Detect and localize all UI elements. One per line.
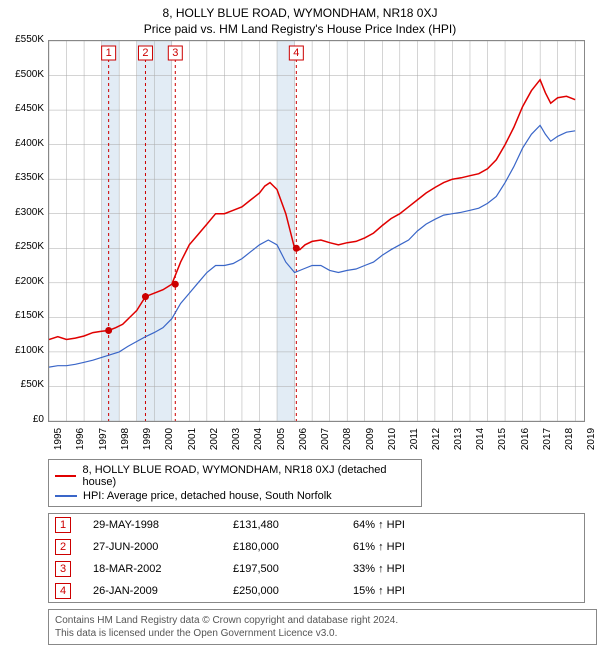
legend-label: HPI: Average price, detached house, Sout… bbox=[83, 490, 332, 502]
svg-text:3: 3 bbox=[172, 47, 178, 59]
legend-swatch-red bbox=[55, 475, 76, 477]
event-marker: 1 bbox=[55, 517, 71, 533]
event-marker: 4 bbox=[55, 583, 71, 599]
legend-item: HPI: Average price, detached house, Sout… bbox=[55, 489, 415, 503]
x-axis: 1995199619971998199920002001200220032004… bbox=[48, 422, 583, 453]
plot-svg: 1 2 3 4 bbox=[49, 41, 584, 421]
event-date: 18-MAR-2002 bbox=[93, 563, 233, 575]
chart: £550K£500K£450K£400K£350K£300K£250K£200K… bbox=[6, 40, 594, 422]
event-date: 27-JUN-2000 bbox=[93, 541, 233, 553]
event-row: 2 27-JUN-2000£180,00061% ↑ HPI bbox=[49, 536, 584, 558]
event-price: £197,500 bbox=[233, 563, 353, 575]
event-row: 3 18-MAR-2002£197,50033% ↑ HPI bbox=[49, 558, 584, 580]
event-price: £131,480 bbox=[233, 519, 353, 531]
footnote-line: Contains HM Land Registry data © Crown c… bbox=[55, 614, 590, 627]
legend-label: 8, HOLLY BLUE ROAD, WYMONDHAM, NR18 0XJ … bbox=[82, 464, 415, 488]
event-row: 4 26-JAN-2009£250,00015% ↑ HPI bbox=[49, 580, 584, 602]
event-price: £250,000 bbox=[233, 585, 353, 597]
footnote: Contains HM Land Registry data © Crown c… bbox=[48, 609, 597, 645]
events-table: 1 29-MAY-1998£131,48064% ↑ HPI 2 27-JUN-200… bbox=[48, 513, 585, 603]
y-axis: £550K£500K£450K£400K£350K£300K£250K£200K… bbox=[6, 40, 48, 420]
event-pct: 64% ↑ HPI bbox=[353, 519, 405, 531]
subtitle: Price paid vs. HM Land Registry's House … bbox=[6, 22, 594, 36]
svg-text:1: 1 bbox=[106, 47, 112, 59]
legend-item: 8, HOLLY BLUE ROAD, WYMONDHAM, NR18 0XJ … bbox=[55, 463, 415, 489]
title: 8, HOLLY BLUE ROAD, WYMONDHAM, NR18 0XJ bbox=[6, 6, 594, 20]
event-pct: 61% ↑ HPI bbox=[353, 541, 405, 553]
svg-text:2: 2 bbox=[142, 47, 148, 59]
footnote-line: This data is licensed under the Open Gov… bbox=[55, 627, 590, 640]
plot-area: 1 2 3 4 bbox=[48, 40, 585, 422]
event-marker: 2 bbox=[55, 539, 71, 555]
svg-text:4: 4 bbox=[293, 47, 299, 59]
event-pct: 15% ↑ HPI bbox=[353, 585, 405, 597]
event-price: £180,000 bbox=[233, 541, 353, 553]
event-marker: 3 bbox=[55, 561, 71, 577]
legend: 8, HOLLY BLUE ROAD, WYMONDHAM, NR18 0XJ … bbox=[48, 459, 422, 507]
x-tick-label: 2019 bbox=[578, 428, 600, 450]
event-row: 1 29-MAY-1998£131,48064% ↑ HPI bbox=[49, 514, 584, 536]
event-pct: 33% ↑ HPI bbox=[353, 563, 405, 575]
legend-swatch-blue bbox=[55, 495, 77, 497]
event-date: 26-JAN-2009 bbox=[93, 585, 233, 597]
event-date: 29-MAY-1998 bbox=[93, 519, 233, 531]
